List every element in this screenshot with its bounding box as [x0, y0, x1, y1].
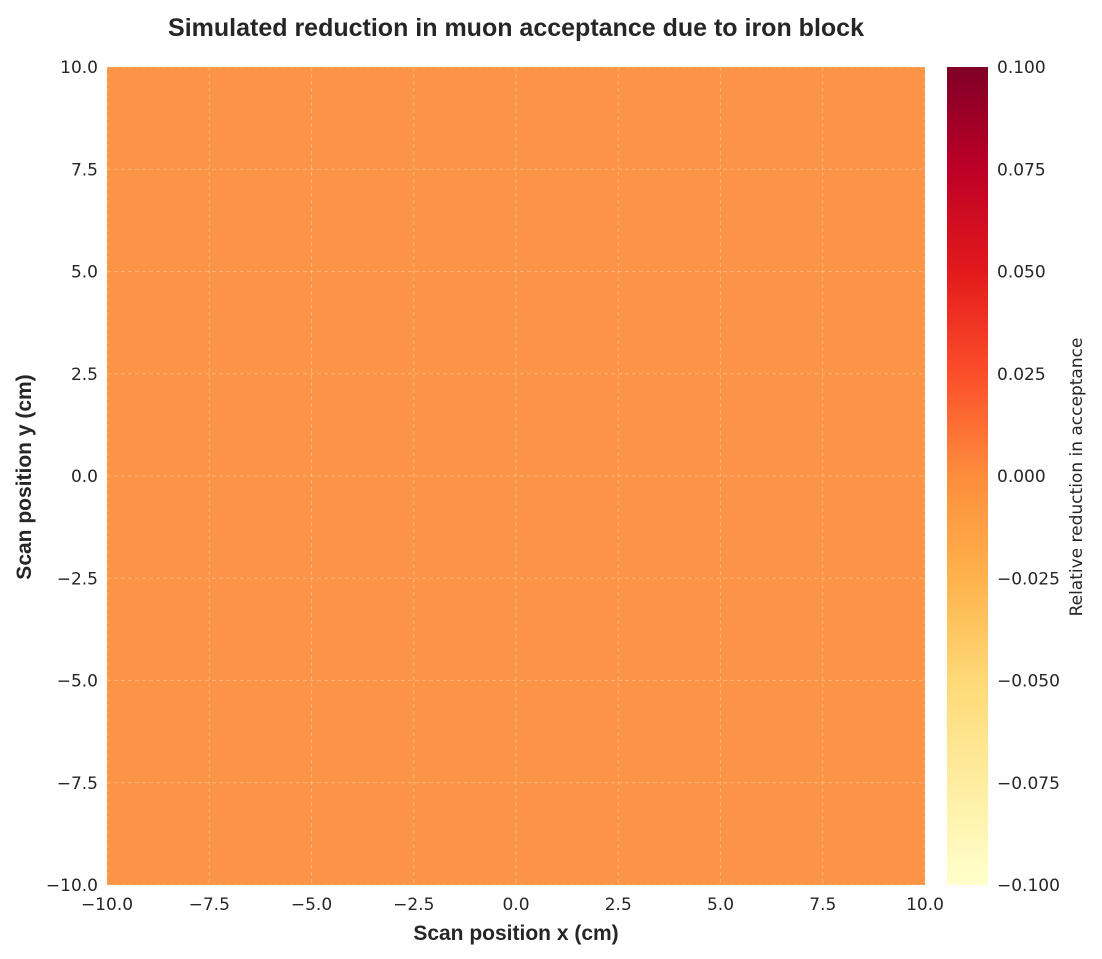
y-tick-label: 2.5: [71, 365, 98, 385]
colorbar-ticks: 0.100 0.075 0.050 0.025 0.000 −0.025 −0.050 −0.…: [997, 58, 1060, 896]
colorbar-tick-label: 0.000: [997, 467, 1046, 487]
y-tick-label: −7.5: [57, 774, 98, 794]
x-axis-label: Scan position x (cm): [413, 922, 618, 945]
colorbar-tick-label: −0.025: [997, 569, 1060, 589]
heatmap-cell: [107, 67, 925, 885]
x-tick-label: 10.0: [906, 895, 944, 915]
chart-title: Simulated reduction in muon acceptance d…: [168, 14, 864, 42]
colorbar-tick-label: 0.075: [997, 160, 1046, 180]
y-axis-label: Scan position y (cm): [13, 374, 36, 579]
x-tick-label: −5.0: [291, 895, 332, 915]
colorbar-tick-label: −0.050: [997, 672, 1060, 692]
grid-lines: [106, 66, 926, 886]
y-tick-label: 0.0: [71, 467, 98, 487]
colorbar: 0.100 0.075 0.050 0.025 0.000 −0.025 −0.050 −0.…: [947, 58, 1060, 896]
y-tick-label: 7.5: [71, 160, 98, 180]
x-tick-label: −2.5: [393, 895, 434, 915]
y-tick-label: −10.0: [46, 876, 98, 896]
x-tick-label: 5.0: [707, 895, 734, 915]
colorbar-tick-label: 0.025: [997, 365, 1046, 385]
x-axis-ticks: −10.0 −7.5 −5.0 −2.5 0.0 2.5 5.0 7.5 10.0: [81, 895, 944, 915]
y-tick-label: 5.0: [71, 263, 98, 283]
x-tick-label: 2.5: [605, 895, 632, 915]
colorbar-tick-label: 0.050: [997, 263, 1046, 283]
y-tick-label: −5.0: [57, 672, 98, 692]
colorbar-tick-label: 0.100: [997, 58, 1046, 78]
colorbar-tick-label: −0.075: [997, 774, 1060, 794]
y-tick-label: 10.0: [60, 58, 98, 78]
x-tick-label: 7.5: [809, 895, 836, 915]
y-axis-ticks: −10.0 −7.5 −5.0 −2.5 0.0 2.5 5.0 7.5 10.0: [46, 58, 98, 896]
x-tick-label: −10.0: [81, 895, 133, 915]
y-tick-label: −2.5: [57, 569, 98, 589]
colorbar-tick-label: −0.100: [997, 876, 1060, 896]
colorbar-gradient: [947, 67, 988, 885]
plot-area: [106, 66, 926, 886]
x-tick-label: −7.5: [189, 895, 230, 915]
colorbar-label: Relative reduction in acceptance: [1067, 338, 1087, 617]
x-tick-label: 0.0: [502, 895, 529, 915]
